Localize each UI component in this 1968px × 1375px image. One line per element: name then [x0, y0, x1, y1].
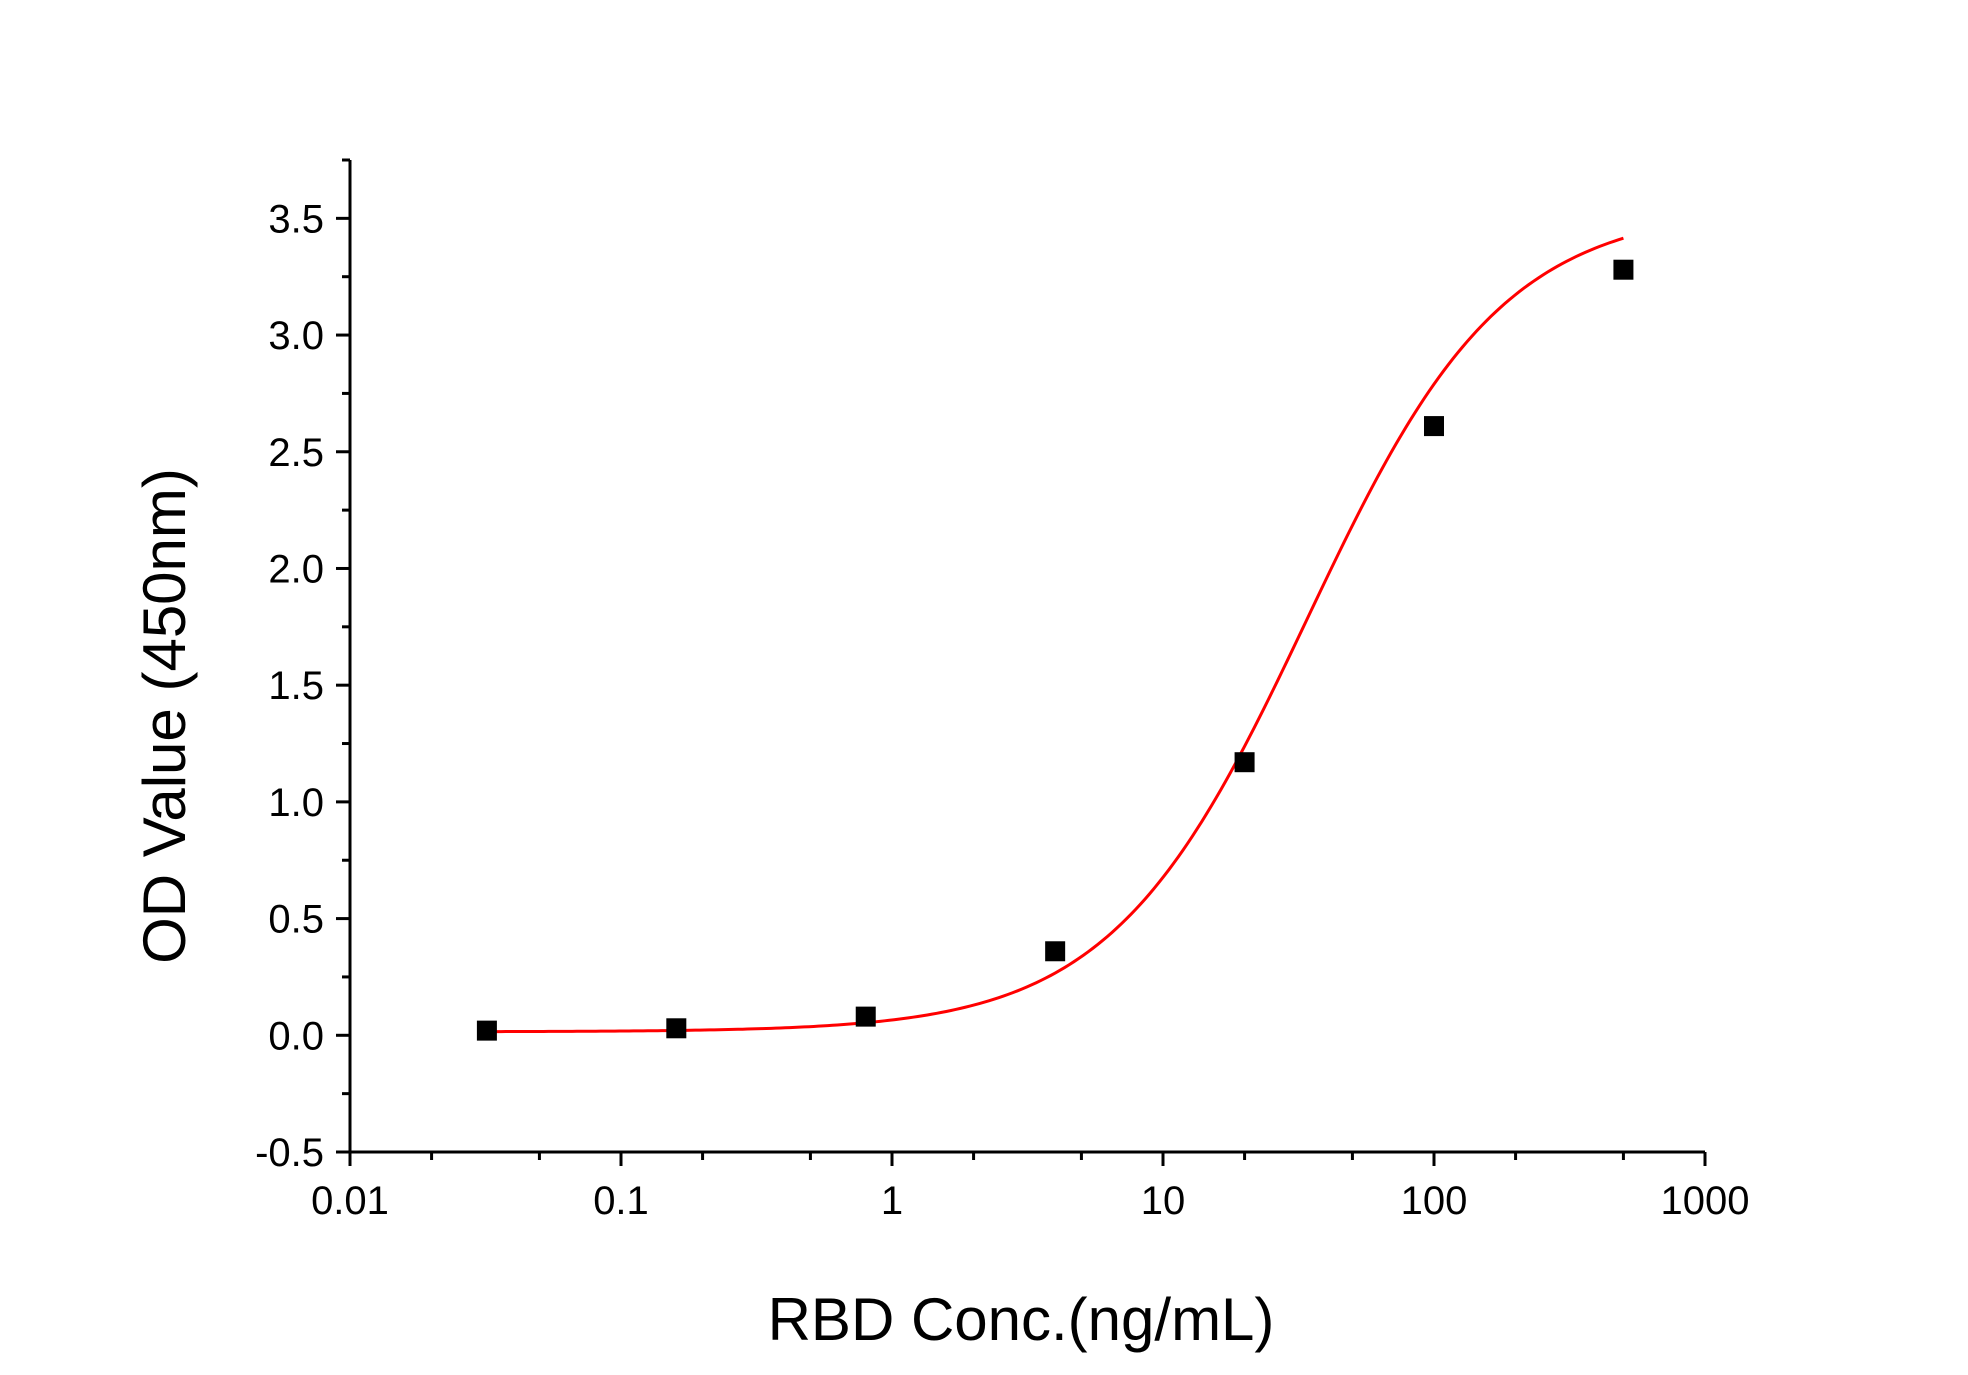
y-axis-title: OD Value (450nm): [131, 468, 198, 964]
axes: [336, 158, 1707, 1166]
data-point: [476, 1020, 497, 1041]
x-tick-label: 0.01: [311, 1179, 389, 1223]
data-points-layer: [476, 259, 1634, 1041]
y-tick-label: 3.5: [268, 197, 324, 241]
y-tick-label: 2.0: [268, 547, 324, 591]
y-tick-label: 1.5: [268, 664, 324, 708]
y-tick-label: -0.5: [255, 1131, 324, 1175]
data-point: [666, 1018, 687, 1039]
data-point: [1045, 941, 1066, 962]
data-point: [1234, 752, 1255, 773]
y-tick-label: 0.0: [268, 1014, 324, 1058]
x-tick-label: 100: [1401, 1179, 1468, 1223]
x-axis-title: RBD Conc.(ng/mL): [768, 1286, 1275, 1353]
y-tick-label: 0.5: [268, 898, 324, 942]
data-point: [855, 1006, 876, 1027]
x-tick-label: 10: [1141, 1179, 1186, 1223]
x-tick-label: 1: [881, 1179, 903, 1223]
y-tick-label: 2.5: [268, 431, 324, 475]
data-point: [1613, 259, 1634, 280]
labels-layer: -0.5 0.0 0.5 1.0 1.5 2.0 2.5 3.0 3.5 0.01 0.1 1 10 10…: [255, 197, 1749, 1223]
y-tick-label: 1.0: [268, 781, 324, 825]
x-tick-label: 0.1: [593, 1179, 649, 1223]
x-tick-label: 1000: [1661, 1179, 1750, 1223]
y-tick-label: 3.0: [268, 314, 324, 358]
data-point: [1424, 416, 1444, 437]
